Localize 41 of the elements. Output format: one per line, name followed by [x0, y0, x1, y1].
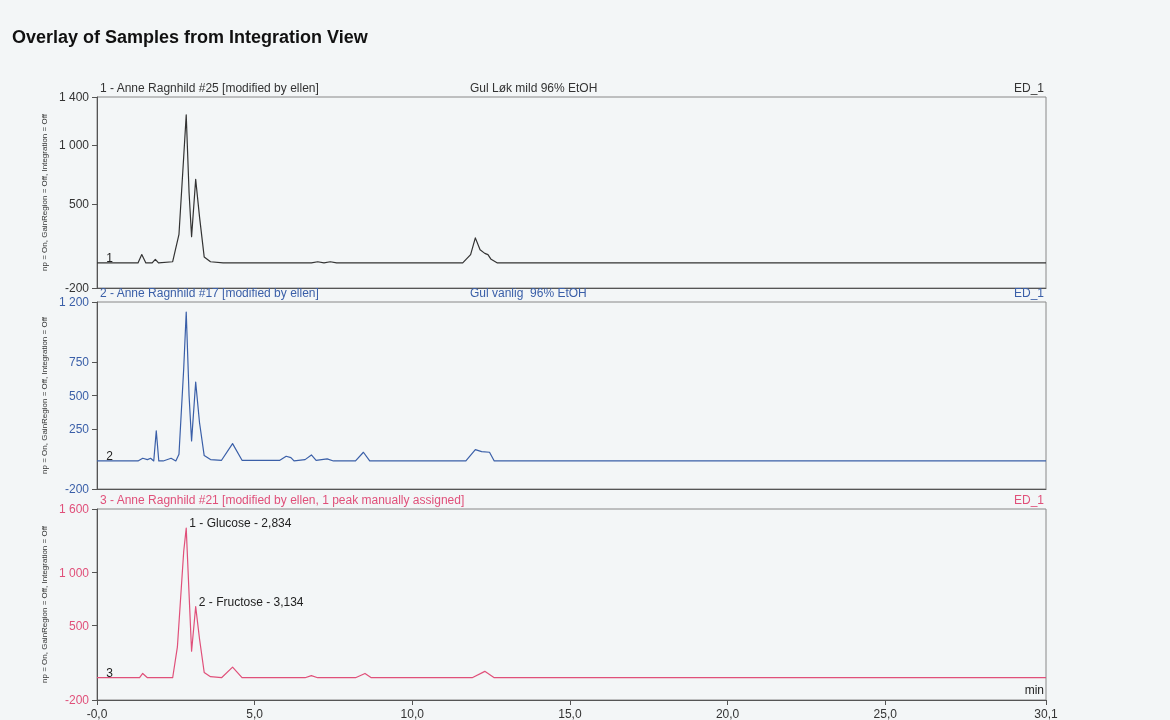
y-tick-label: 250	[68, 421, 90, 436]
annotation: 3	[106, 665, 114, 680]
annotation: 2 - Fructose - 3,134	[198, 594, 304, 609]
chart-subtitle: 1 - Anne Ragnhild #25 [modified by ellen]	[100, 81, 319, 95]
y-tick-label: 750	[68, 355, 90, 370]
chart-subtitle: 3 - Anne Ragnhild #21 [modified by ellen, 1 peak manually assigned]	[100, 493, 465, 507]
x-tick-label: -0,0	[86, 707, 108, 720]
x-tick-label: 30,1	[1034, 707, 1058, 720]
line-series	[96, 527, 1047, 679]
y-tick-label: -200	[64, 693, 90, 707]
chart-subtitle: 2 - Anne Ragnhild #17 [modified by ellen]	[100, 286, 319, 300]
annotation: 1 - Glucose - 2,834	[189, 516, 292, 531]
text: ED_1	[1013, 493, 1045, 507]
x-tick-label: 10,0	[400, 707, 425, 720]
text: ED_1	[1013, 81, 1045, 95]
line-series	[96, 311, 1047, 462]
annotation: 1	[106, 250, 114, 265]
y-axis-title: np = On, GainRegion = Off, Integration = Off	[39, 113, 49, 271]
y-tick-label: 500	[68, 197, 90, 212]
y-tick-label: 1 400	[58, 90, 90, 104]
y-axis-title: np = On, GainRegion = Off, Integration = Off	[39, 525, 49, 683]
annotation: ED_1	[1013, 286, 1045, 300]
annotation: Gul vanlig 96% EtOH	[470, 286, 587, 300]
x-tick-label: 5,0	[246, 707, 264, 720]
annotation: 2	[106, 448, 114, 463]
chart-title: Overlay of Samples from Integration View	[12, 27, 369, 47]
y-axis-title: np = On, GainRegion = Off, Integration = Off	[39, 316, 49, 474]
y-tick-label: -200	[64, 482, 90, 496]
x-tick-label: 25,0	[873, 707, 898, 720]
y-tick-label: 1 200	[58, 295, 90, 309]
y-tick-label: 500	[68, 618, 90, 633]
y-tick-label: 500	[68, 388, 90, 403]
y-tick-label: -200	[64, 281, 90, 295]
line-series	[96, 114, 1047, 264]
y-tick-label: 1 600	[58, 502, 90, 516]
x-tick-label: 15,0	[558, 707, 582, 720]
text: Gul Løk mild 96% EtOH	[470, 81, 598, 95]
y-tick-label: 1 000	[58, 565, 90, 580]
x-tick-label: 20,0	[715, 707, 740, 720]
x-axis-title: min	[1024, 683, 1045, 697]
y-tick-label: 1 000	[58, 137, 90, 152]
